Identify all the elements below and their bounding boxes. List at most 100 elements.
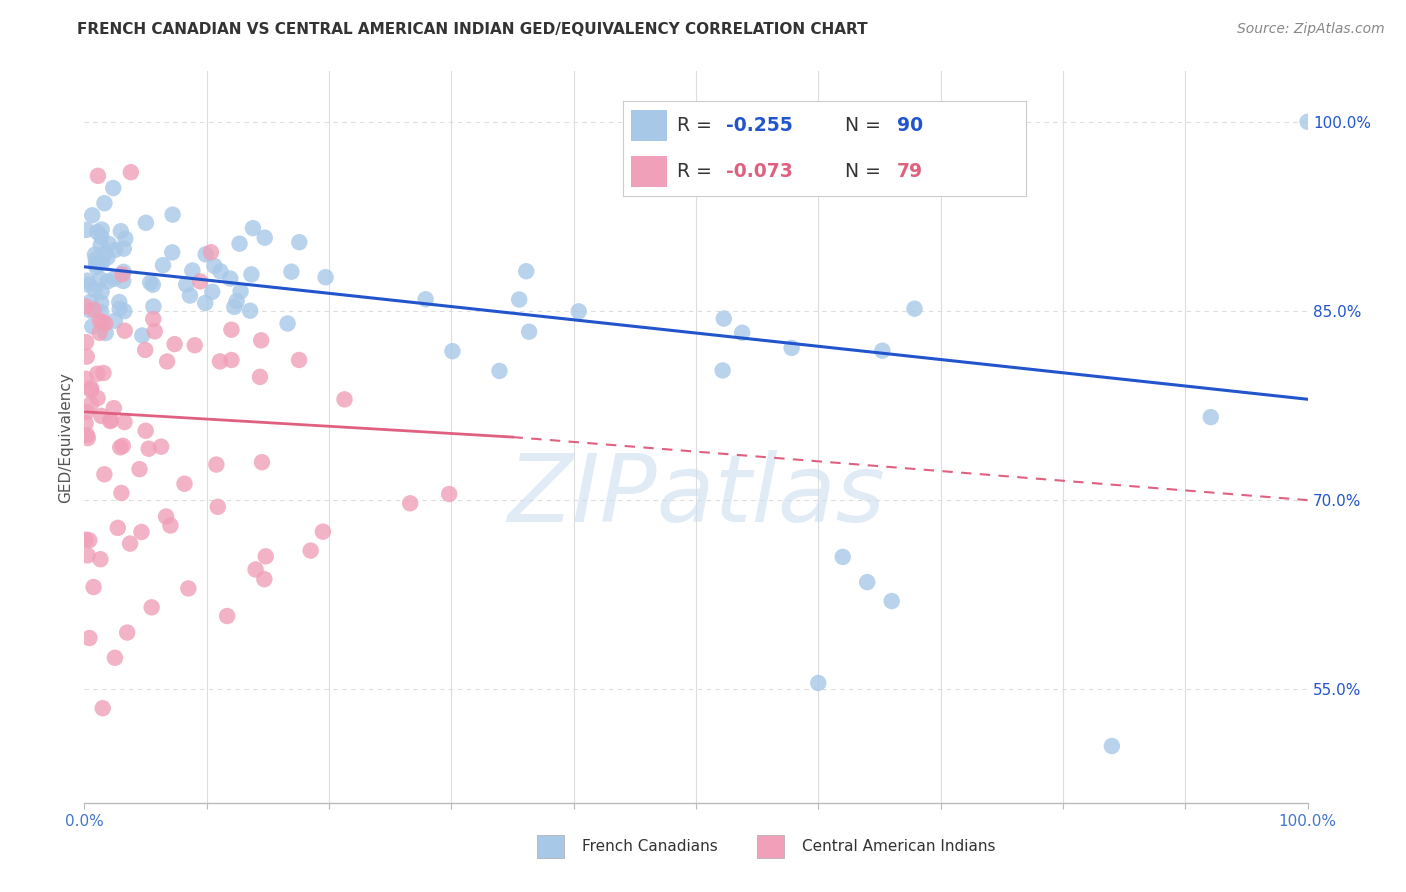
Point bbox=[89, 552, 111, 566]
Point bbox=[94, 317, 117, 331]
Point bbox=[104, 314, 127, 328]
Point bbox=[76, 549, 98, 563]
Point bbox=[90, 238, 112, 252]
Point bbox=[225, 294, 247, 309]
Point bbox=[142, 300, 165, 314]
Point bbox=[90, 285, 112, 299]
Point bbox=[90, 229, 112, 244]
Point bbox=[76, 274, 98, 288]
Point bbox=[138, 442, 160, 456]
Point bbox=[315, 270, 337, 285]
Point bbox=[200, 245, 222, 260]
Point bbox=[1199, 410, 1222, 425]
Point bbox=[415, 292, 437, 306]
Text: FRENCH CANADIAN VS CENTRAL AMERICAN INDIAN GED/EQUIVALENCY CORRELATION CHART: FRENCH CANADIAN VS CENTRAL AMERICAN INDI… bbox=[77, 22, 868, 37]
Point bbox=[194, 247, 217, 261]
Point bbox=[84, 257, 107, 271]
Point bbox=[288, 235, 311, 250]
Point bbox=[188, 274, 211, 288]
Point bbox=[221, 323, 243, 337]
Point bbox=[517, 325, 540, 339]
Point bbox=[242, 221, 264, 235]
Point bbox=[77, 533, 100, 548]
FancyBboxPatch shape bbox=[758, 835, 785, 858]
Point bbox=[87, 255, 110, 269]
Point bbox=[103, 401, 125, 416]
Point bbox=[280, 265, 302, 279]
Point bbox=[155, 509, 177, 524]
Point bbox=[128, 462, 150, 476]
Point bbox=[174, 277, 197, 292]
FancyBboxPatch shape bbox=[537, 835, 564, 858]
Point bbox=[83, 302, 105, 317]
Point bbox=[253, 572, 276, 586]
Point bbox=[160, 245, 183, 260]
Point bbox=[76, 431, 98, 445]
Point bbox=[87, 169, 110, 183]
Point bbox=[131, 524, 153, 539]
Point bbox=[84, 252, 107, 267]
Point bbox=[93, 196, 115, 211]
Point bbox=[76, 428, 98, 442]
Point bbox=[240, 268, 263, 282]
Point bbox=[97, 237, 120, 252]
Point bbox=[229, 285, 252, 299]
Point bbox=[831, 549, 853, 564]
Point bbox=[399, 496, 422, 510]
Point bbox=[89, 314, 111, 328]
Point bbox=[75, 300, 97, 314]
Y-axis label: GED/Equivalency: GED/Equivalency bbox=[58, 372, 73, 502]
Point bbox=[179, 288, 201, 302]
Point bbox=[111, 439, 134, 453]
Point bbox=[441, 344, 464, 359]
Point bbox=[312, 524, 335, 539]
Point bbox=[202, 259, 225, 273]
Point bbox=[80, 383, 103, 397]
Point bbox=[156, 354, 179, 368]
Point bbox=[205, 458, 228, 472]
Point bbox=[207, 500, 229, 514]
Point bbox=[152, 258, 174, 272]
Point bbox=[111, 268, 134, 282]
Point bbox=[807, 676, 830, 690]
Point bbox=[112, 274, 135, 288]
Point bbox=[103, 272, 125, 286]
Point bbox=[93, 467, 115, 482]
Point bbox=[108, 301, 131, 316]
Point bbox=[76, 405, 98, 419]
Point bbox=[143, 324, 166, 338]
Point bbox=[82, 208, 104, 222]
Point bbox=[75, 372, 97, 386]
Point bbox=[94, 246, 117, 260]
Point bbox=[201, 285, 224, 299]
Point bbox=[110, 486, 132, 500]
Point bbox=[80, 381, 103, 395]
Point bbox=[1296, 115, 1319, 129]
Point bbox=[75, 533, 97, 547]
Point bbox=[228, 236, 250, 251]
Point bbox=[104, 650, 127, 665]
Point bbox=[568, 304, 591, 318]
Point bbox=[249, 370, 271, 384]
Point bbox=[134, 343, 156, 357]
Point bbox=[93, 366, 115, 380]
Point bbox=[194, 296, 217, 310]
Point bbox=[90, 305, 112, 319]
Point bbox=[713, 311, 735, 326]
Point bbox=[184, 338, 207, 352]
Point bbox=[250, 455, 273, 469]
Point bbox=[98, 414, 121, 428]
Point bbox=[114, 415, 136, 429]
Point bbox=[239, 303, 262, 318]
Point bbox=[96, 251, 118, 265]
Point bbox=[107, 521, 129, 535]
Point bbox=[245, 562, 267, 576]
Text: Source: ZipAtlas.com: Source: ZipAtlas.com bbox=[1237, 22, 1385, 37]
Point bbox=[110, 441, 132, 455]
Text: ZIPatlas: ZIPatlas bbox=[508, 450, 884, 541]
Point bbox=[173, 476, 195, 491]
Point bbox=[780, 341, 803, 355]
Point bbox=[80, 397, 103, 411]
Point bbox=[84, 247, 107, 261]
Text: French Canadians: French Canadians bbox=[582, 839, 718, 855]
